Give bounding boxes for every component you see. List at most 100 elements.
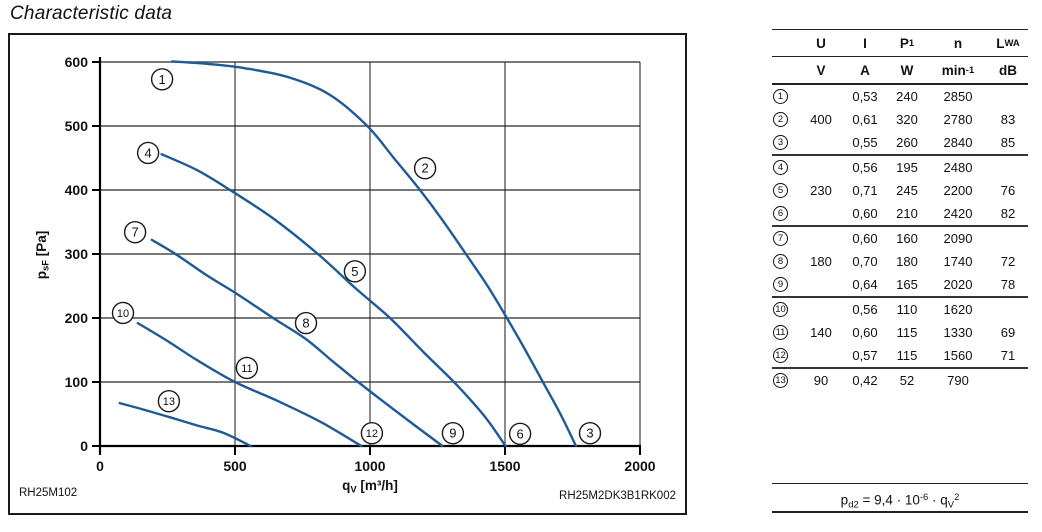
- text-part: sF: [40, 260, 52, 272]
- cell-sound-level: [988, 227, 1028, 250]
- cell-speed: 1560: [943, 348, 973, 363]
- text-part: P: [899, 35, 909, 51]
- row-number-cell: 2: [772, 108, 798, 131]
- dynamic-pressure-formula: pd2 = 9,4 · 10-6 · qV2: [772, 483, 1028, 513]
- header-cell-4: L WA: [988, 30, 1028, 56]
- cell-current: 0,56: [852, 160, 878, 175]
- cell-voltage: [798, 227, 844, 250]
- cell-speed: 1740: [943, 254, 973, 269]
- cell-speed: 2480: [943, 160, 973, 175]
- circled-number-12: 12: [773, 348, 788, 363]
- x-axis-label: qV [m³/h]: [310, 478, 430, 496]
- unit-cell-2: W: [886, 57, 928, 83]
- circled-number-4: 4: [773, 160, 788, 175]
- y-axis-label: psF [Pa]: [34, 185, 54, 325]
- curve-label-circle-6: [508, 422, 532, 445]
- cell-sound-level: 83: [1000, 112, 1016, 127]
- curve-label-text-7: 7: [131, 225, 138, 240]
- cell-speed: 2020: [943, 277, 973, 292]
- cell-sound-level: [988, 156, 1028, 179]
- cell-current: 0,70: [852, 254, 878, 269]
- unit-cell-1: A: [844, 57, 886, 83]
- text-part: W: [900, 62, 914, 78]
- curve-label-text-6: 6: [516, 426, 523, 441]
- text-part: U: [816, 35, 826, 51]
- cell-power: 115: [896, 325, 918, 340]
- curve-label-circle-8: [294, 311, 318, 335]
- cell-sound-level: 78: [1000, 277, 1016, 292]
- cell-power: 195: [896, 160, 918, 175]
- cell-power: 260: [896, 135, 918, 150]
- table-row-13: 13 90 0,42 52 790: [772, 369, 1028, 392]
- circled-number-5: 5: [773, 183, 788, 198]
- chart-code-right: RH25M2DK3B1RK002: [559, 490, 676, 502]
- curve-label-text-11: 11: [241, 363, 252, 375]
- table-row-1: 1 0,53 240 2850: [772, 85, 1028, 108]
- text-part: 1: [908, 37, 915, 49]
- cell-voltage: [798, 344, 844, 367]
- curve-label-circle-5: [343, 260, 367, 283]
- cell-sound-level: [988, 369, 1028, 392]
- cell-current: 0,53: [852, 89, 878, 104]
- text-part: [Pa]: [34, 230, 49, 260]
- cell-speed: 1620: [943, 302, 973, 317]
- cell-sound-level: [988, 298, 1028, 321]
- text-part: n: [953, 35, 963, 51]
- row-number-cell: 5: [772, 179, 798, 202]
- cell-power: 210: [896, 206, 918, 221]
- cell-current: 0,56: [852, 302, 878, 317]
- text-part: dB: [999, 62, 1017, 78]
- row-number-cell: 12: [772, 344, 798, 367]
- cell-sound-level: 85: [1000, 135, 1016, 150]
- circled-number-3: 3: [773, 135, 788, 150]
- y-tick-label: 200: [65, 310, 89, 326]
- fan-curve-10-11-12: [136, 321, 363, 448]
- cell-speed: 2090: [943, 231, 973, 246]
- text-part: -6: [919, 492, 929, 503]
- circled-number-1: 1: [773, 89, 788, 104]
- curve-label-text-1: 1: [158, 72, 165, 87]
- text-part: L: [996, 35, 1005, 51]
- row-number-cell: 3: [772, 131, 798, 154]
- text-part: · q: [928, 492, 948, 508]
- curve-label-text-13: 13: [163, 396, 175, 408]
- table-row-7: 7 0,60 160 2090: [772, 227, 1028, 250]
- text-part: WA: [1004, 37, 1020, 49]
- cell-current: 0,61: [852, 112, 878, 127]
- table-row-9: 9 0,64 165 2020 78: [772, 273, 1028, 298]
- cell-speed: 790: [947, 373, 969, 388]
- cell-sound-level: 76: [1000, 183, 1016, 198]
- cell-voltage: 230: [810, 183, 832, 198]
- row-number-cell: 9: [772, 273, 798, 296]
- text-part: -1: [965, 64, 975, 76]
- cell-sound-level: [988, 85, 1028, 108]
- cell-voltage: 90: [813, 373, 829, 388]
- cell-speed: 2420: [943, 206, 973, 221]
- cell-speed: 2850: [943, 89, 973, 104]
- cell-speed: 2780: [943, 112, 973, 127]
- table-row-3: 3 0,55 260 2840 85: [772, 131, 1028, 156]
- x-tick-label: 1000: [354, 458, 385, 474]
- cell-current: 0,60: [852, 206, 878, 221]
- cell-current: 0,42: [852, 373, 878, 388]
- table-row-5: 5 230 0,71 245 2200 76: [772, 179, 1028, 202]
- cell-voltage: [798, 131, 844, 154]
- fan-curve-1-2-3: [170, 60, 578, 448]
- circled-number-9: 9: [773, 277, 788, 292]
- row-number-cell: 1: [772, 85, 798, 108]
- row-number-cell: 8: [772, 250, 798, 273]
- header-cell-3: n: [928, 30, 988, 56]
- curve-label-circle-4: [136, 141, 160, 165]
- cell-current: 0,60: [852, 325, 878, 340]
- cell-power: 180: [896, 254, 918, 269]
- y-tick-label: 400: [65, 182, 89, 198]
- header-cell-0: U: [798, 30, 844, 56]
- cell-voltage: [798, 298, 844, 321]
- curve-label-text-8: 8: [302, 316, 309, 331]
- table-body: 1 0,53 240 2850 2 400 0,61 320 2780 83 3 0,55 260 284…: [772, 83, 1028, 392]
- fan-curve-4-5-6: [160, 153, 507, 448]
- cell-power: 240: [896, 89, 918, 104]
- cell-sound-level: 72: [1000, 254, 1016, 269]
